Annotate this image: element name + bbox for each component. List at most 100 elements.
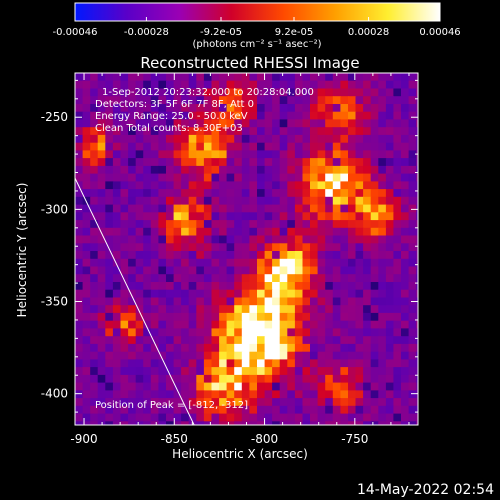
heatmap-cell xyxy=(272,390,281,399)
heatmap-cell xyxy=(272,343,281,353)
heatmap-cell xyxy=(143,96,152,105)
heatmap-cell xyxy=(370,320,379,329)
heatmap-cell xyxy=(325,351,334,360)
heatmap-cell xyxy=(241,266,250,275)
heatmap-cell xyxy=(196,196,205,206)
heatmap-cell xyxy=(401,119,410,128)
heatmap-cell xyxy=(166,374,175,384)
heatmap-cell xyxy=(128,227,137,237)
heatmap-cell xyxy=(332,88,341,97)
heatmap-cell xyxy=(348,243,357,252)
heatmap-cell xyxy=(416,212,418,221)
heatmap-cell xyxy=(143,398,152,407)
heatmap-cell xyxy=(158,181,167,190)
heatmap-cell xyxy=(348,212,357,221)
heatmap-cell xyxy=(143,251,152,260)
heatmap-cell xyxy=(385,390,395,399)
heatmap-cell xyxy=(325,158,334,167)
colorbar-bar xyxy=(74,2,441,22)
heatmap-cell xyxy=(279,367,288,376)
heatmap-cell xyxy=(401,398,410,407)
heatmap-cell xyxy=(340,343,349,353)
heatmap-cell xyxy=(173,266,182,275)
heatmap-cell xyxy=(363,421,372,425)
heatmap-cell xyxy=(385,328,395,337)
y-tick-label: -250 xyxy=(41,110,68,124)
heatmap-cell xyxy=(385,305,395,314)
heatmap-cell xyxy=(135,165,144,175)
heatmap-cell xyxy=(211,274,220,283)
heatmap-cell xyxy=(249,196,258,206)
heatmap-cell xyxy=(317,413,326,422)
heatmap-cell xyxy=(272,258,281,268)
heatmap-cell xyxy=(264,374,273,384)
heatmap-cell xyxy=(90,320,99,329)
heatmap-cell xyxy=(158,351,167,360)
heatmap-cell xyxy=(90,351,99,360)
heatmap-cell xyxy=(105,297,114,306)
heatmap-cell xyxy=(226,150,235,159)
heatmap-cell xyxy=(97,227,106,237)
heatmap-cell xyxy=(135,343,144,353)
heatmap-cell xyxy=(234,173,243,182)
heatmap-cell xyxy=(234,343,243,353)
heatmap-cell xyxy=(105,320,114,329)
heatmap-cell xyxy=(203,73,213,82)
heatmap-cell xyxy=(363,328,372,337)
heatmap-cell xyxy=(272,204,281,213)
heatmap-cell xyxy=(226,297,235,306)
heatmap-cell xyxy=(279,274,288,283)
heatmap-cell xyxy=(158,413,167,422)
heatmap-cell xyxy=(90,382,99,391)
heatmap-cell xyxy=(219,189,228,198)
heatmap-cell xyxy=(135,390,144,399)
heatmap-cell xyxy=(249,312,258,322)
heatmap-cell xyxy=(135,80,144,89)
heatmap-cell xyxy=(234,258,243,268)
heatmap-cell xyxy=(211,312,220,322)
heatmap-cell xyxy=(325,382,334,391)
heatmap-cell xyxy=(287,142,296,151)
heatmap-cell xyxy=(241,204,250,213)
heatmap-cell xyxy=(332,104,341,113)
heatmap-cell xyxy=(226,312,235,322)
heatmap-cell xyxy=(143,343,152,353)
heatmap-cell xyxy=(378,405,387,415)
heatmap-cell xyxy=(385,320,395,329)
heatmap-cell xyxy=(112,173,122,182)
heatmap-cell xyxy=(120,181,129,190)
heatmap-cell xyxy=(211,204,220,213)
heatmap-cell xyxy=(241,312,250,322)
heatmap-cell xyxy=(317,421,326,425)
heatmap-cell xyxy=(408,343,417,353)
heatmap-cell xyxy=(173,312,182,322)
heatmap-cell xyxy=(75,258,84,268)
heatmap-cell xyxy=(340,274,349,283)
heatmap-cell xyxy=(355,343,364,353)
heatmap-cell xyxy=(135,274,144,283)
heatmap-cell xyxy=(340,359,349,368)
heatmap-cell xyxy=(302,227,311,237)
heatmap-cell xyxy=(370,305,379,314)
heatmap-cell xyxy=(370,227,379,237)
heatmap-cell xyxy=(332,374,341,384)
heatmap-cell xyxy=(150,212,159,221)
heatmap-cell xyxy=(112,390,122,399)
heatmap-cell xyxy=(385,150,395,159)
heatmap-cell xyxy=(348,196,357,206)
heatmap-cell xyxy=(112,328,122,337)
heatmap-cell xyxy=(120,227,129,237)
heatmap-cell xyxy=(135,158,144,167)
heatmap-cell xyxy=(385,367,395,376)
heatmap-cell xyxy=(416,235,418,244)
heatmap-cell xyxy=(325,398,334,407)
heatmap-cell xyxy=(97,119,106,128)
heatmap-cell xyxy=(75,73,84,82)
heatmap-cell xyxy=(112,111,122,120)
heatmap-cell xyxy=(135,227,144,237)
heatmap-cell xyxy=(150,405,159,415)
heatmap-cell xyxy=(378,320,387,329)
heatmap-cell xyxy=(416,421,418,425)
heatmap-cell xyxy=(287,405,296,415)
heatmap-cell xyxy=(401,282,410,291)
